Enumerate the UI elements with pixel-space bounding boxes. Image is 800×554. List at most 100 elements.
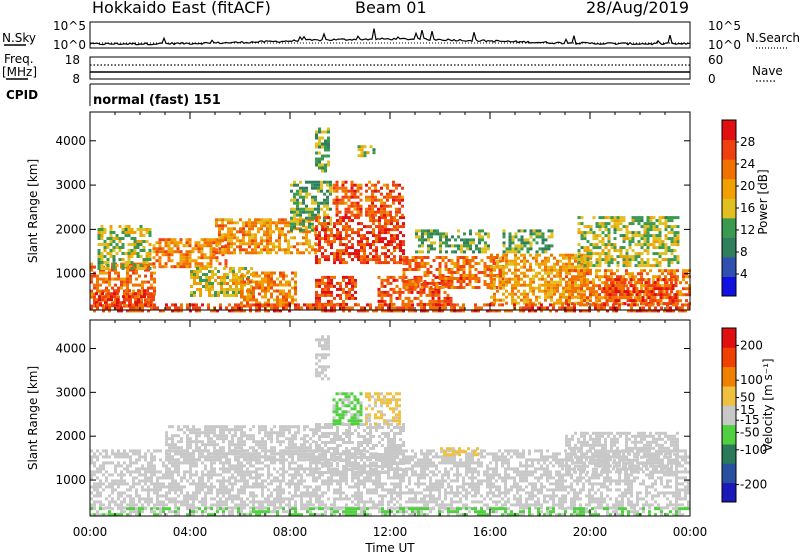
power-cell <box>653 287 657 291</box>
velocity-cell <box>123 500 126 504</box>
power-y-tick-label: 1000 <box>55 267 86 281</box>
power-cell <box>167 244 171 248</box>
power-cell <box>396 243 399 247</box>
power-cell <box>573 309 576 313</box>
velocity-cell <box>111 485 114 489</box>
velocity-cell <box>276 488 279 492</box>
power-cell <box>402 306 405 310</box>
power-cell <box>629 278 633 282</box>
power-cell <box>643 222 647 226</box>
power-cell <box>595 299 598 303</box>
power-cell <box>580 287 583 291</box>
power-cell <box>342 299 345 303</box>
power-cell <box>311 195 314 199</box>
power-cell <box>514 274 517 278</box>
power-cell <box>315 293 318 297</box>
power-cell <box>363 145 367 149</box>
power-cell <box>568 262 571 266</box>
power-cell <box>366 309 369 313</box>
power-cell <box>442 241 445 245</box>
power-cell <box>243 280 246 284</box>
power-cell <box>302 219 305 223</box>
power-cell <box>139 255 143 258</box>
power-cell <box>671 287 675 291</box>
velocity-cell <box>96 491 99 495</box>
power-cell <box>580 237 584 241</box>
power-cell <box>152 244 156 248</box>
power-cell <box>372 240 375 244</box>
power-cell <box>544 262 547 266</box>
power-cell <box>193 291 196 294</box>
power-cell <box>153 306 156 310</box>
velocity-cell <box>231 485 234 489</box>
power-cell <box>550 283 553 287</box>
velocity-cell <box>93 464 96 468</box>
power-cell <box>643 231 647 235</box>
power-cell <box>329 183 332 187</box>
power-cell <box>634 275 637 279</box>
power-cell <box>327 234 330 238</box>
power-cell <box>165 306 168 310</box>
power-cell <box>321 246 324 250</box>
power-cell <box>243 274 246 278</box>
power-cell <box>305 225 308 229</box>
power-cell <box>147 280 150 284</box>
power-cell <box>678 306 681 310</box>
power-cell <box>421 229 424 233</box>
power-cell <box>357 216 360 220</box>
power-cell <box>281 233 284 237</box>
power-cell <box>278 239 281 243</box>
velocity-cell <box>252 485 255 489</box>
power-cell <box>135 277 138 281</box>
power-cell <box>308 180 311 184</box>
power-cell <box>383 290 387 294</box>
velocity-cell <box>102 473 105 477</box>
velocity-cell <box>192 473 195 477</box>
power-cell <box>353 189 357 193</box>
power-cell <box>498 271 502 274</box>
power-cell <box>404 296 408 300</box>
power-cell <box>498 274 502 277</box>
power-cell <box>116 301 119 305</box>
power-cell <box>420 303 423 307</box>
power-cell <box>383 183 386 187</box>
power-cell <box>628 237 632 241</box>
power-cell <box>258 301 261 305</box>
power-cell <box>121 237 125 240</box>
power-cell <box>546 306 549 310</box>
power-cell <box>203 265 207 269</box>
power-cell <box>133 246 137 249</box>
power-cell <box>410 290 414 294</box>
power-cell <box>408 303 411 307</box>
power-cell <box>142 258 146 261</box>
power-cell <box>423 306 426 310</box>
power-cell <box>267 289 270 293</box>
power-cell <box>486 274 490 277</box>
power-cell <box>363 243 366 247</box>
velocity-cell <box>165 503 168 507</box>
power-cell <box>399 231 402 235</box>
power-cell <box>308 213 311 217</box>
power-cell <box>282 277 285 281</box>
power-cell <box>580 246 584 250</box>
power-cell <box>240 274 243 278</box>
power-cell <box>205 282 208 285</box>
power-cell <box>126 271 129 275</box>
power-cell <box>592 290 595 294</box>
power-cell <box>505 301 508 305</box>
power-cell <box>395 296 399 300</box>
power-cell <box>443 299 447 303</box>
power-cell <box>312 303 315 307</box>
power-cell <box>248 230 251 234</box>
power-cell <box>104 301 107 305</box>
power-cell <box>231 306 234 310</box>
power-cell <box>217 282 220 285</box>
velocity-cell <box>273 488 276 492</box>
power-cell <box>664 228 668 232</box>
power-cell <box>126 283 129 287</box>
power-cell <box>407 284 411 288</box>
power-cell <box>402 252 405 256</box>
velocity-cell <box>144 500 147 504</box>
power-cell <box>395 278 399 282</box>
power-cell <box>415 229 418 233</box>
